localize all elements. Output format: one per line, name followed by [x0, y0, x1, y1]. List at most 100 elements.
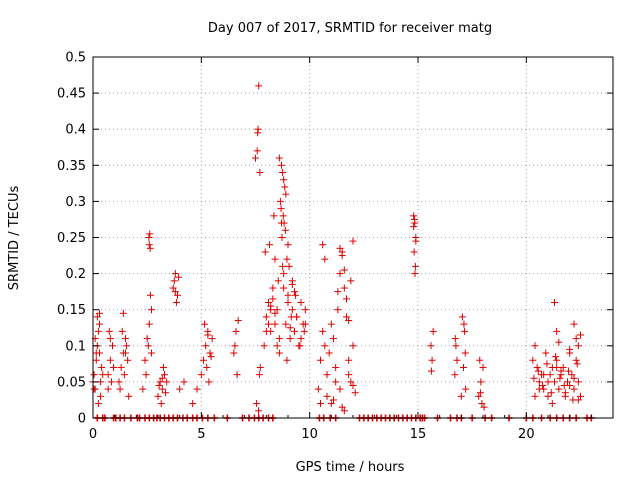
data-point: [296, 342, 304, 350]
data-point: [551, 378, 558, 386]
data-point: [288, 280, 296, 288]
y-tick-label: 0.5: [65, 51, 86, 66]
data-point: [208, 335, 216, 343]
data-point: [334, 306, 342, 314]
data-point: [122, 335, 129, 343]
data-point: [460, 363, 467, 371]
x-axis-label: GPS time / hours: [296, 460, 405, 475]
data-point: [253, 147, 261, 155]
data-point: [255, 407, 263, 415]
x-tick-label: 5: [197, 427, 205, 442]
data-point: [284, 291, 292, 299]
data-point: [461, 327, 469, 335]
data-point: [158, 385, 166, 393]
data-point: [278, 161, 285, 169]
data-point: [293, 313, 301, 321]
data-point: [280, 219, 288, 227]
data-point: [280, 270, 288, 278]
data-point: [159, 363, 167, 371]
data-point: [429, 327, 437, 335]
data-point: [276, 197, 284, 205]
data-point: [171, 270, 179, 278]
data-point: [317, 400, 324, 408]
data-point: [146, 291, 154, 299]
grid-layer: [93, 57, 613, 418]
data-point: [556, 374, 564, 382]
data-point: [155, 382, 163, 390]
data-point: [323, 392, 331, 400]
data-point: [572, 356, 580, 364]
data-point: [170, 277, 178, 285]
data-point: [345, 356, 353, 364]
data-point: [411, 215, 419, 223]
data-point: [230, 349, 238, 357]
data-point: [573, 360, 581, 368]
data-point: [118, 327, 126, 335]
data-point: [332, 378, 340, 386]
data-point: [338, 403, 346, 411]
data-point: [269, 295, 277, 303]
data-point: [189, 400, 197, 408]
data-point: [200, 356, 207, 364]
data-point: [535, 385, 543, 393]
data-point: [269, 284, 277, 292]
data-point: [530, 374, 538, 382]
data-point: [283, 356, 291, 364]
data-point: [146, 244, 154, 252]
data-point: [345, 371, 353, 379]
data-point: [142, 371, 150, 379]
data-point: [321, 255, 329, 263]
data-point: [254, 125, 262, 133]
data-point: [94, 327, 102, 335]
data-point: [332, 363, 340, 371]
data-point: [145, 234, 153, 241]
data-point: [319, 241, 327, 249]
data-point: [281, 226, 289, 234]
data-point: [577, 331, 584, 339]
data-point: [476, 389, 484, 397]
data-point: [107, 378, 115, 386]
data-point: [478, 400, 486, 408]
y-tick-label: 0.4: [65, 123, 86, 138]
data-point: [480, 403, 488, 411]
x-tick-label: 0: [89, 427, 97, 442]
data-point: [122, 349, 129, 357]
data-point: [411, 262, 419, 270]
data-point: [544, 392, 552, 400]
data-point: [301, 320, 309, 328]
data-point: [206, 349, 214, 357]
data-point: [144, 342, 152, 350]
x-tick-label: 10: [301, 427, 318, 442]
data-point: [280, 176, 288, 184]
data-point: [314, 385, 322, 393]
data-point: [98, 363, 106, 371]
data-point: [279, 169, 287, 177]
data-point: [162, 389, 170, 397]
data-point: [410, 223, 418, 231]
data-point: [232, 327, 240, 335]
data-point: [479, 363, 487, 371]
data-point: [570, 385, 578, 393]
y-axis-label: SRMTID / TECUs: [7, 186, 22, 291]
data-point: [96, 309, 103, 317]
data-point: [574, 378, 582, 386]
data-point: [104, 371, 112, 379]
data-point: [282, 190, 290, 198]
data-point: [458, 313, 466, 321]
data-point: [266, 241, 274, 249]
data-point: [270, 212, 278, 220]
data-point: [201, 320, 209, 328]
data-point: [476, 356, 484, 364]
data-point: [252, 154, 259, 162]
data-point: [279, 212, 287, 220]
data-point: [285, 262, 293, 270]
data-point: [96, 320, 103, 328]
data-point: [460, 320, 468, 328]
data-point: [457, 392, 465, 400]
data-point: [253, 400, 261, 408]
data-point: [286, 335, 294, 343]
data-point: [154, 392, 162, 400]
data-point: [104, 385, 112, 393]
data-point: [202, 342, 210, 350]
data-point: [288, 306, 296, 314]
